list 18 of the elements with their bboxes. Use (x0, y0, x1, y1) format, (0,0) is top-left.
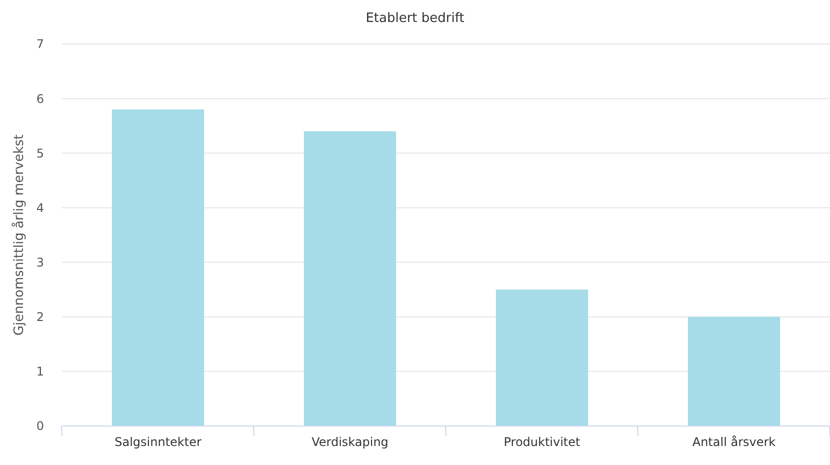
bar (496, 290, 588, 426)
y-tick-label: 4 (36, 200, 44, 215)
bar (688, 316, 780, 426)
y-tick-label: 1 (36, 364, 44, 379)
x-tick-label: Verdiskaping (312, 435, 388, 449)
y-tick-label: 7 (36, 37, 44, 52)
y-axis-title: Gjennomsnittlig årlig mervekst (11, 134, 27, 336)
x-tick-label: Produktivitet (504, 435, 581, 449)
x-tick-label: Antall årsverk (692, 435, 776, 449)
x-tick-label: Salgsinntekter (114, 435, 202, 449)
y-tick-label: 0 (36, 419, 44, 434)
bar (304, 131, 396, 426)
y-tick-label: 6 (36, 92, 44, 106)
chart-title: Etablert bedrift (366, 11, 464, 26)
y-tick-label: 5 (36, 146, 44, 160)
y-tick-label: 2 (36, 310, 44, 324)
y-tick-label: 3 (36, 255, 44, 270)
bar (112, 109, 204, 426)
